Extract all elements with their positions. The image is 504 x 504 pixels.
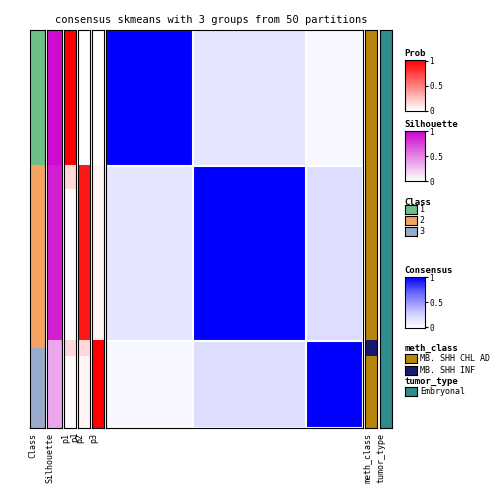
Text: p1: p1: [70, 431, 79, 442]
Text: Silhouette: Silhouette: [405, 119, 459, 129]
Text: 3: 3: [420, 227, 425, 236]
Text: tumor_type: tumor_type: [405, 376, 459, 386]
Text: MB. SHH CHL AD: MB. SHH CHL AD: [420, 354, 490, 363]
Text: 2: 2: [420, 216, 425, 225]
Text: p3: p3: [89, 433, 98, 444]
Text: Prob: Prob: [405, 49, 426, 58]
Text: Class: Class: [29, 433, 38, 459]
Text: MB. SHH INF: MB. SHH INF: [420, 366, 475, 375]
Text: Class: Class: [405, 198, 431, 207]
Text: Embryonal: Embryonal: [420, 387, 465, 396]
Text: meth_class: meth_class: [405, 344, 459, 353]
Text: tumor_type: tumor_type: [377, 433, 386, 483]
Text: Silhouette: Silhouette: [45, 433, 54, 483]
Text: 1: 1: [420, 205, 425, 214]
Text: p2: p2: [75, 433, 84, 444]
Text: consensus skmeans with 3 groups from 50 partitions: consensus skmeans with 3 groups from 50 …: [55, 15, 368, 25]
Text: Consensus: Consensus: [405, 266, 453, 275]
Text: meth_class: meth_class: [362, 433, 371, 483]
Text: p1: p1: [61, 433, 70, 444]
